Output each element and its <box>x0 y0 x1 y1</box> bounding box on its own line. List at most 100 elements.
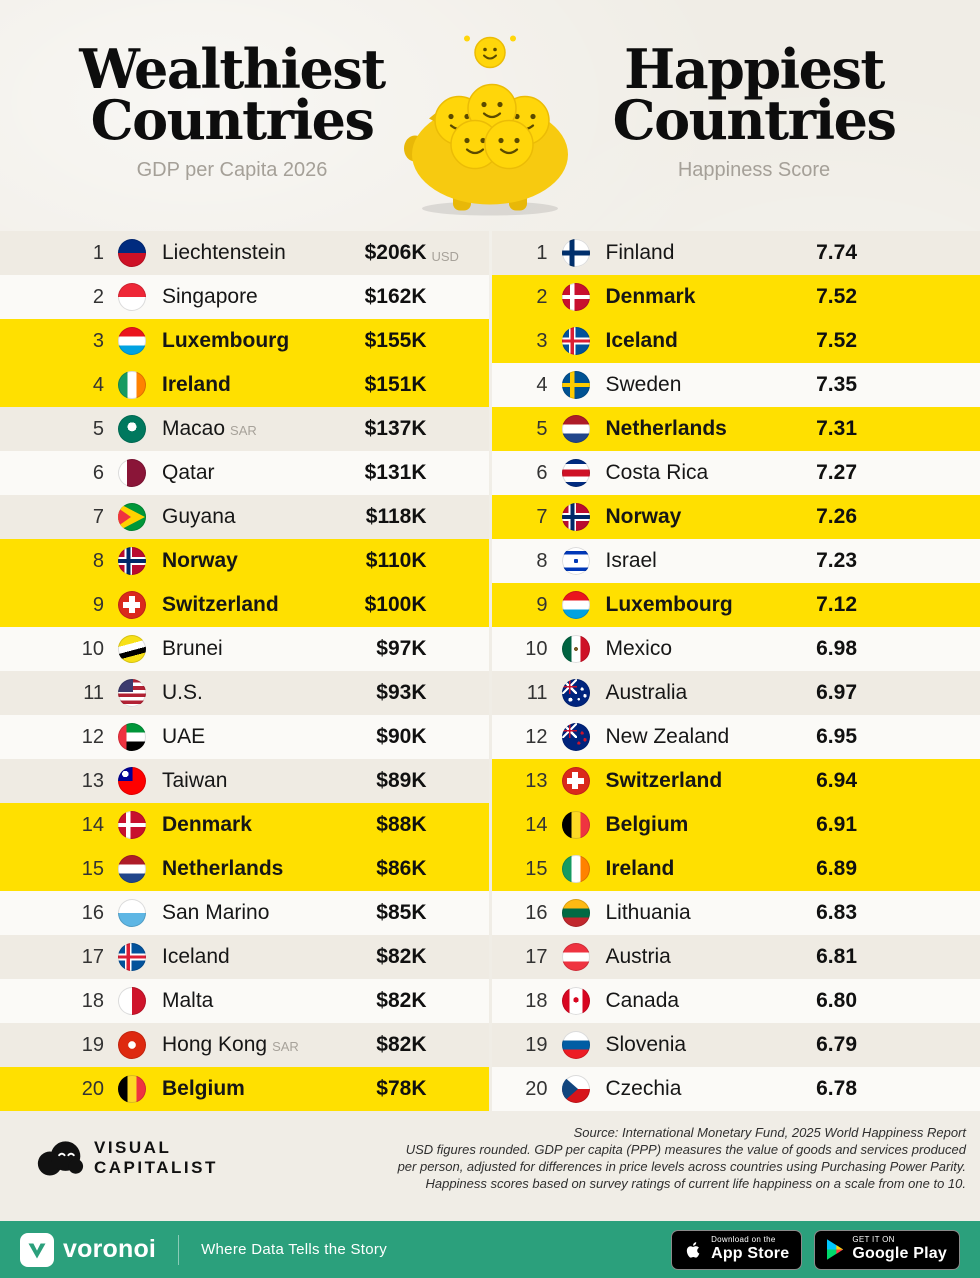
denmark-flag-icon <box>561 283 590 311</box>
google-play-icon <box>827 1239 844 1260</box>
rank-number: 2 <box>92 285 104 308</box>
wealthiest-title: Wealthiest Countries <box>6 42 458 147</box>
belgium-flag-icon <box>118 1075 146 1103</box>
country-name: UAE <box>162 725 206 748</box>
rank-number: 5 <box>536 417 548 440</box>
rank-number: 2 <box>536 285 548 308</box>
country-name: Denmark <box>605 285 696 308</box>
rank-number: 4 <box>92 373 104 396</box>
ireland-flag-icon <box>561 855 590 883</box>
sweden-flag-icon <box>561 371 590 399</box>
lithuania-flag-icon <box>561 899 590 927</box>
source-line: Happiness scores based on survey ratings… <box>425 1175 966 1191</box>
wealthiest-title-block: Wealthiest Countries GDP per Capita 2026 <box>6 42 458 182</box>
title-line: Countries <box>612 88 897 153</box>
table-row: 7 Norway 7.26 <box>491 495 980 539</box>
country-name: Switzerland <box>605 769 723 792</box>
value: $90K <box>376 725 427 748</box>
value: $78K <box>376 1077 427 1100</box>
country-name: New Zealand <box>605 725 730 748</box>
value: 6.95 <box>816 725 857 748</box>
voronoi-brand[interactable]: voronoi <box>20 1232 157 1267</box>
norway-flag-icon <box>118 547 146 575</box>
country-name: Costa Rica <box>605 461 709 484</box>
value: $162K <box>364 285 427 308</box>
vc-word-line: CAPITALIST <box>94 1158 218 1177</box>
table-row: 5 Netherlands 7.31 <box>491 407 980 451</box>
bottom-bar: voronoi Where Data Tells the Story Downl… <box>0 1221 980 1278</box>
rank-number: 10 <box>81 637 104 660</box>
value-suffix: USD <box>431 249 459 264</box>
ireland-flag-icon <box>118 371 146 399</box>
table-row: 16 Lithuania 6.83 <box>491 891 980 935</box>
country-name: Brunei <box>162 637 223 660</box>
app-store-badge[interactable]: Download on the App Store <box>671 1229 803 1270</box>
rank-number: 9 <box>536 593 548 616</box>
source-line: per person, adjusted for differences in … <box>397 1158 966 1174</box>
apple-icon <box>686 1241 700 1258</box>
country-name: Denmark <box>162 813 252 836</box>
wealthiest-table: 1 Liechtenstein $206K USD 2 Singapore $162K 3 Lu… <box>0 231 489 1111</box>
rank-number: 13 <box>81 769 104 792</box>
country-name: Canada <box>605 989 680 1012</box>
rank-number: 10 <box>525 637 548 660</box>
rank-number: 14 <box>81 813 104 836</box>
macao-flag-icon <box>118 415 146 443</box>
value: 7.52 <box>816 285 857 308</box>
value: 6.89 <box>816 857 857 880</box>
finland-flag-icon <box>561 239 590 267</box>
rank-number: 19 <box>81 1033 104 1056</box>
rank-number: 9 <box>92 593 104 616</box>
value: 7.26 <box>816 505 857 528</box>
rank-number: 1 <box>536 241 548 264</box>
rank-number: 8 <box>536 549 548 572</box>
rank-number: 6 <box>92 461 104 484</box>
badge-eyebrow: GET IT ON <box>852 1235 895 1245</box>
austria-flag-icon <box>561 943 590 971</box>
country-name: Taiwan <box>162 769 228 792</box>
value: $100K <box>364 593 427 616</box>
value: $82K <box>376 1033 427 1056</box>
value: $131K <box>364 461 427 484</box>
voronoi-wordmark: voronoi <box>63 1235 157 1263</box>
malta-flag-icon <box>118 987 146 1015</box>
guyana-flag-icon <box>118 503 146 531</box>
belgium-flag-icon <box>561 811 590 839</box>
value: 6.78 <box>816 1077 857 1100</box>
table-row: 17 Austria 6.81 <box>491 935 980 979</box>
table-row: 5 Macao SAR $137K <box>0 407 489 451</box>
value: $137K <box>364 417 427 440</box>
wealthiest-subtitle: GDP per Capita 2026 <box>136 158 328 181</box>
value: $118K <box>365 505 427 528</box>
country-name: Israel <box>605 549 657 572</box>
rank-number: 18 <box>525 989 548 1012</box>
rank-number: 11 <box>526 681 548 704</box>
table-row: 9 Switzerland $100K <box>0 583 489 627</box>
country-name: Ireland <box>605 857 675 880</box>
country-name: Netherlands <box>605 417 727 440</box>
table-row: 6 Qatar $131K <box>0 451 489 495</box>
iceland-flag-icon <box>118 943 146 971</box>
value: 7.12 <box>816 593 857 616</box>
table-row: 11 Australia 6.97 <box>491 671 980 715</box>
source-line: Source: International Monetary Fund, 202… <box>573 1125 966 1140</box>
israel-flag-icon <box>561 547 590 575</box>
table-row: 13 Switzerland 6.94 <box>491 759 980 803</box>
google-play-badge[interactable]: GET IT ON Google Play <box>814 1229 960 1270</box>
netherlands-flag-icon <box>118 855 146 883</box>
table-row: 16 San Marino $85K <box>0 891 489 935</box>
country-name: San Marino <box>162 901 270 924</box>
norway-flag-icon <box>561 503 590 531</box>
rank-number: 1 <box>92 241 104 264</box>
title-line: Countries <box>90 88 375 153</box>
value: $206K USD <box>364 241 459 264</box>
country-name: Lithuania <box>605 901 691 924</box>
table-row: 8 Israel 7.23 <box>491 539 980 583</box>
table-row: 3 Luxembourg $155K <box>0 319 489 363</box>
rank-number: 16 <box>525 901 548 924</box>
rank-number: 3 <box>536 329 548 352</box>
value: $82K <box>376 989 427 1012</box>
netherlands-flag-icon <box>561 415 590 443</box>
value: 6.97 <box>816 681 857 704</box>
source-note: Source: International Monetary Fund, 202… <box>398 1125 966 1193</box>
